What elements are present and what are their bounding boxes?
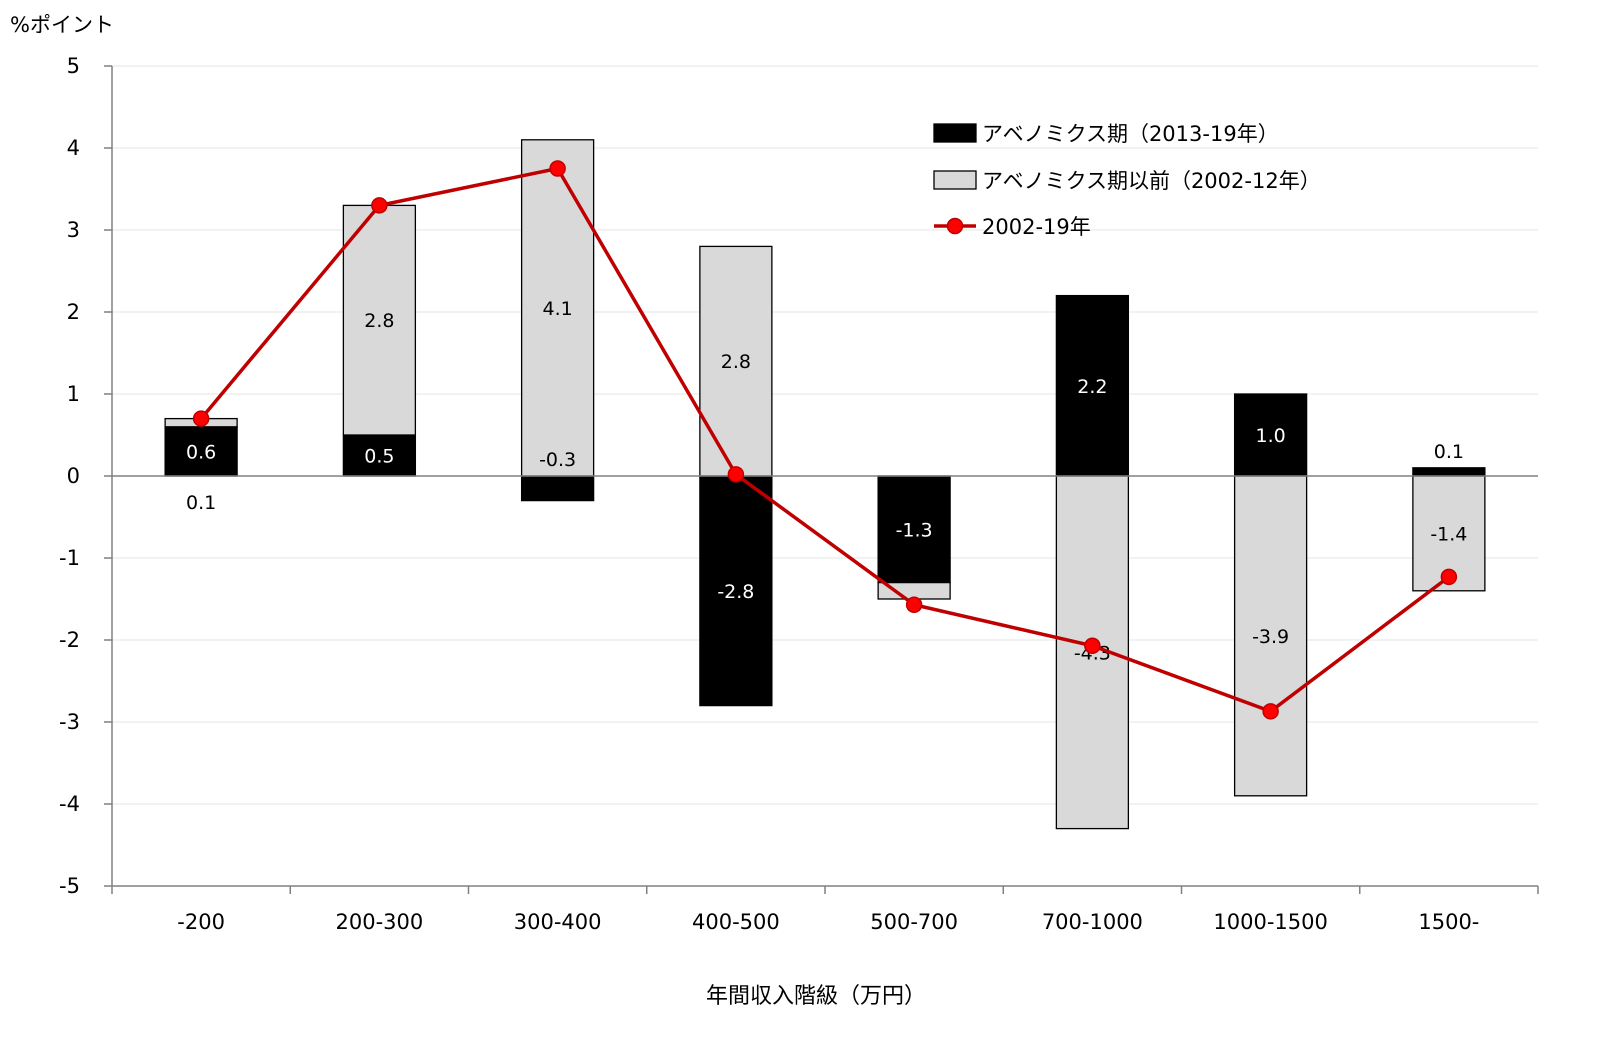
x-tick-label: 300-400 [514,910,602,934]
bar-value-label: 4.1 [543,298,573,320]
axes: 5 4 3 2 1 0 -1 -2 -3 -4 -5 -200 200-300 300-400 400-50… [59,54,1539,934]
legend-label: アベノミクス期（2013-19年） [982,122,1279,146]
legend-swatch [933,170,977,190]
y-tick-label: 0 [67,464,80,488]
bar-segment [877,475,951,584]
x-tick-label: 500-700 [870,910,958,934]
y-tick-label: 3 [67,218,80,242]
bar-segment [1233,475,1308,797]
bar-segment [699,245,773,477]
y-tick-label: -1 [59,546,80,570]
bar-value-label: 1.0 [1256,425,1286,447]
total-line-marker [1084,637,1101,654]
legend-label: 2002-19年 [982,215,1091,239]
bar-value-label: 2.8 [364,310,394,332]
y-tick-label: -4 [59,792,80,816]
y-tick-label: -3 [59,710,80,734]
total-line-marker [727,466,745,483]
legend-marker [946,217,964,235]
y-tick-label: -2 [59,628,80,652]
legend-label: アベノミクス期以前（2002-12年） [982,169,1321,193]
bar-value-label: -1.4 [1430,523,1467,545]
total-line-marker [192,410,210,427]
total-line-marker [1262,703,1279,720]
bar-value-label: -2.8 [717,581,754,603]
x-tick-label: 400-500 [692,910,780,934]
bar-value-label: -1.3 [896,519,933,541]
bar-value-label: -3.9 [1252,626,1289,648]
y-tick-label: 1 [67,382,80,406]
bar-value-label: 2.8 [721,351,751,373]
total-line-path [199,166,1450,714]
bar-segment [520,475,595,502]
bar-value-label: 0.5 [364,446,394,468]
x-tick-label: 700-1000 [1042,910,1143,934]
y-axis-title: %ポイント [10,13,114,37]
total-line-marker [549,160,566,177]
x-tick-label: 200-300 [336,910,424,934]
y-tick-label: 2 [67,300,80,324]
bar-segment [1233,393,1308,477]
x-axis-title: 年間収入階級（万円） [706,984,926,1009]
total-line [192,160,1458,720]
legend-swatch [933,123,977,143]
y-tick-label: -5 [59,874,80,898]
x-tick-label: 1500- [1418,910,1479,934]
bar-value-label: 0.1 [1434,441,1464,463]
total-line-marker [905,596,923,613]
bar-segment [1412,467,1486,477]
bar-labels: 0.60.10.52.8-0.34.1-2.82.8-1.3-0.22.2-4.… [186,298,1467,664]
bar-value-label: -0.2 [896,556,933,578]
bars [164,139,1486,830]
bar-segment [1055,294,1130,477]
legend: アベノミクス期（2013-19年） アベノミクス期以前（2002-12年） 2002… [933,122,1321,239]
bar-segment [699,475,773,707]
bar-value-label: 0.6 [186,441,216,463]
bar-value-label: 0.1 [186,492,216,514]
bar-segment [342,204,417,436]
y-tick-label: 5 [67,54,80,78]
x-tick-label: 1000-1500 [1213,910,1327,934]
total-line-marker [371,197,388,214]
bar-value-label: 2.2 [1077,376,1107,398]
total-line-marker [1440,568,1458,586]
y-tick-label: 4 [67,136,80,160]
bar-value-label: -0.3 [539,449,576,471]
x-tick-label: -200 [177,910,225,934]
